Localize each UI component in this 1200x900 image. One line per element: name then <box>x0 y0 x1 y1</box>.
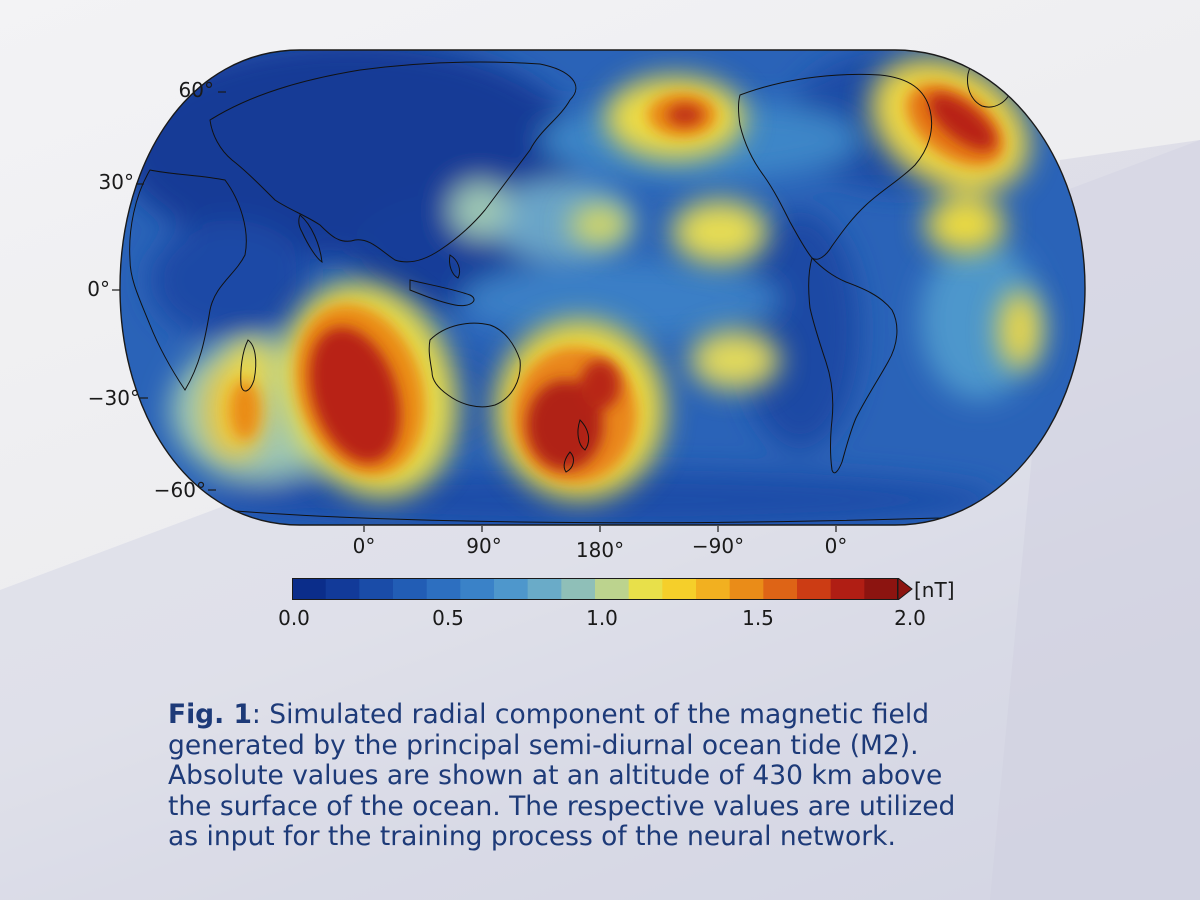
colorbar-cell <box>696 578 731 600</box>
colorbar-cell <box>393 578 428 600</box>
figure-label: Fig. 1 <box>168 699 252 730</box>
colorbar <box>292 578 913 600</box>
colorbar-tick-0-5: 0.5 <box>432 606 464 630</box>
colorbar-cell <box>662 578 697 600</box>
lon-label-0-left: 0° <box>352 534 376 558</box>
colorbar-cells <box>292 578 913 600</box>
colorbar-cell <box>628 578 663 600</box>
colorbar-cell <box>595 578 630 600</box>
lat-label-0: 0° <box>87 277 110 301</box>
colorbar-unit: [nT] <box>914 578 955 602</box>
colorbar-cell <box>830 578 865 600</box>
colorbar-cell <box>527 578 562 600</box>
colorbar-extend-arrow <box>897 578 913 600</box>
colorbar-tick-1-5: 1.5 <box>742 606 774 630</box>
colorbar-cell <box>359 578 394 600</box>
caption-line-4: the surface of the ocean. The respective… <box>168 790 956 822</box>
colorbar-cell <box>763 578 798 600</box>
colorbar-cell <box>797 578 832 600</box>
lon-label-90: 90° <box>466 534 502 558</box>
colorbar-tick-2-0: 2.0 <box>894 606 926 630</box>
colorbar-cell <box>426 578 461 600</box>
colorbar-cell <box>292 578 327 600</box>
map-frame <box>119 49 1086 526</box>
lat-label-30: 30° <box>98 170 134 194</box>
colorbar-tick-0: 0.0 <box>278 606 310 630</box>
colorbar-cell <box>460 578 495 600</box>
field-layer <box>120 50 1085 525</box>
caption-line-2: generated by the principal semi-diurnal … <box>168 729 919 761</box>
colorbar-cell <box>729 578 764 600</box>
lat-label-minus30: −30° <box>87 386 140 410</box>
colorbar-cell <box>864 578 899 600</box>
colorbar-cell <box>325 578 360 600</box>
axis-ticks <box>112 91 837 532</box>
lat-label-minus60: −60° <box>153 478 206 502</box>
caption-line-1-text: : Simulated radial component of the magn… <box>251 699 930 730</box>
caption-line-5: as input for the training process of the… <box>168 821 896 852</box>
colorbar-frame <box>292 578 898 600</box>
caption-line-1: Fig. 1: Simulated radial component of th… <box>168 699 1068 731</box>
colorbar-tick-1-0: 1.0 <box>586 606 618 630</box>
lon-label-minus90: −90° <box>691 534 745 558</box>
colorbar-cell <box>494 578 529 600</box>
lon-label-0-right: 0° <box>824 534 848 558</box>
lat-label-60: 60° <box>178 78 214 102</box>
figure-caption: Fig. 1: Simulated radial component of th… <box>168 699 1068 853</box>
caption-line-3: Absolute values are shown at an altitude… <box>168 760 943 791</box>
lon-label-180: 180° <box>575 538 625 562</box>
colorbar-cell <box>561 578 596 600</box>
